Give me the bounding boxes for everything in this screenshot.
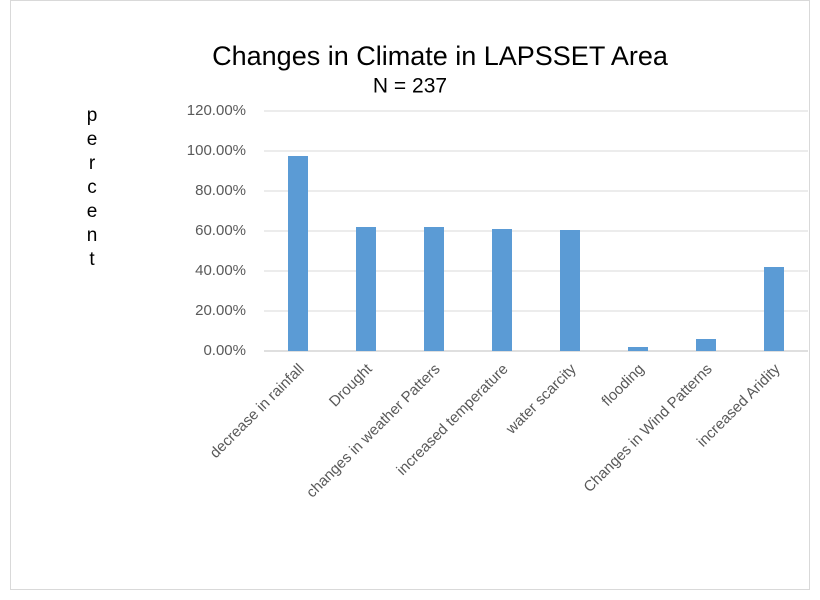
bar (492, 229, 512, 351)
y-tick-label: 100.00% (187, 142, 246, 159)
y-tick-label: 120.00% (187, 102, 246, 119)
chart-border (10, 0, 810, 590)
y-tick-label: 40.00% (195, 262, 246, 279)
bar (696, 339, 716, 351)
bar (356, 227, 376, 351)
bar (560, 230, 580, 351)
y-tick-label: 20.00% (195, 302, 246, 319)
y-tick-label: 80.00% (195, 182, 246, 199)
y-axis-label: percent (86, 105, 98, 270)
y-tick-label: 60.00% (195, 222, 246, 239)
chart-subtitle: N = 237 (373, 75, 447, 98)
chart-title: Changes in Climate in LAPSSET Area (212, 41, 669, 71)
y-tick-label: 0.00% (203, 342, 246, 359)
bar (424, 227, 444, 351)
bar (288, 156, 308, 351)
bar (764, 267, 784, 351)
bar (628, 347, 648, 351)
